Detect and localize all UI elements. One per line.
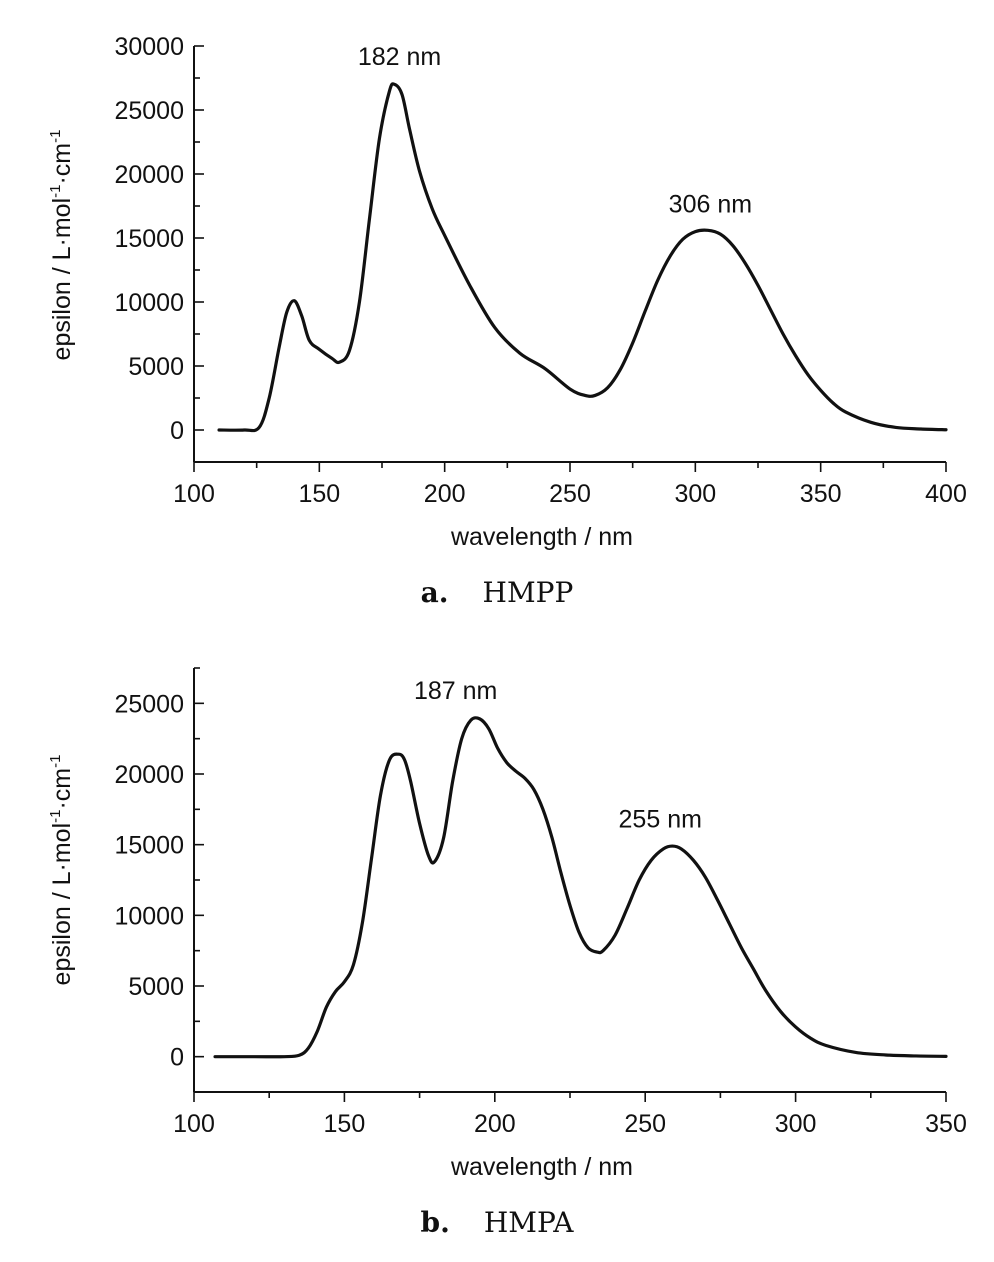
panel-b-x-tick-label: 300: [775, 1110, 817, 1138]
panel-a-peak-annotation: 306 nm: [669, 190, 752, 218]
panel-a-x-tick-label: 200: [424, 480, 466, 508]
panel-b-y-tick-label: 5000: [128, 973, 184, 1001]
panel-a-y-tick-label: 10000: [114, 289, 184, 317]
panel-a-y-tick-label: 5000: [128, 353, 184, 381]
panel-a-y-tick-label: 0: [170, 417, 184, 445]
panel-b-y-axis-label: epsilon / L·mol-1·cm-1: [47, 755, 76, 986]
panel-b-y-tick-label: 25000: [114, 690, 184, 718]
panel-b-chart: epsilon / L·mol-1·cm-1 wavelength / nm b…: [47, 667, 967, 1239]
panel-b-y-tick-label: 20000: [114, 761, 184, 789]
panel-b-spectrum-line: [213, 716, 948, 1059]
panel-b-x-tick-label: 250: [624, 1110, 666, 1138]
panel-b-peak-annotation: 255 nm: [619, 806, 702, 834]
panel-b-peak-annotation: 187 nm: [414, 677, 497, 705]
panel-a-x-tick-label: 100: [173, 480, 215, 508]
panel-a-y-tick-label: 20000: [114, 161, 184, 189]
panel-a-y-tick-label: 15000: [114, 225, 184, 253]
panel-a-y-tick-label: 30000: [114, 33, 184, 61]
panel-a-x-tick-label: 400: [925, 480, 967, 508]
panel-a-x-tick-label: 150: [298, 480, 340, 508]
panel-a-x-tick-label: 250: [549, 480, 591, 508]
panel-a-y-axis-label: epsilon / L·mol-1·cm-1: [47, 130, 76, 361]
panel-b-x-tick-label: 200: [474, 1110, 516, 1138]
panel-b-y-tick-label: 15000: [114, 832, 184, 860]
panel-a-peak-annotation: 182 nm: [358, 43, 441, 71]
panel-a-caption: a. HMPP: [421, 576, 574, 609]
panel-b-x-tick-label: 150: [324, 1110, 366, 1138]
panel-a-chart: epsilon / L·mol-1·cm-1 wavelength / nm a…: [47, 33, 967, 609]
panel-a-y-tick-label: 25000: [114, 97, 184, 125]
panel-b-x-tick-label: 100: [173, 1110, 215, 1138]
panel-a-x-tick-label: 300: [674, 480, 716, 508]
panel-b-caption: b. HMPA: [421, 1206, 575, 1239]
panel-b-y-tick-label: 0: [170, 1044, 184, 1072]
panel-b-y-tick-label: 10000: [114, 902, 184, 930]
panel-a-spectrum-line: [217, 82, 948, 433]
panel-a-x-tick-label: 350: [800, 480, 842, 508]
panel-b-x-axis-label: wavelength / nm: [450, 1153, 633, 1181]
panel-b-x-tick-label: 350: [925, 1110, 967, 1138]
panel-a-x-axis-label: wavelength / nm: [450, 523, 633, 551]
